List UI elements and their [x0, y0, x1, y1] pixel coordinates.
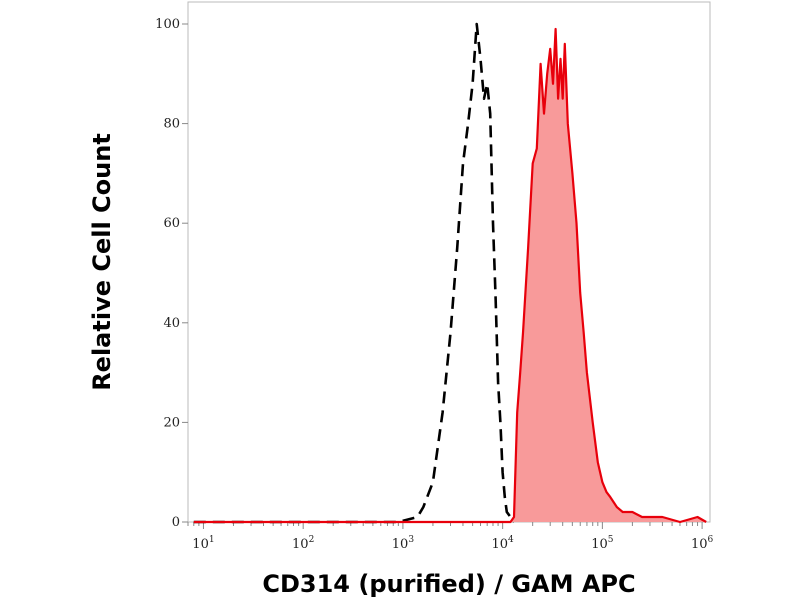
y-tick-label: 100: [155, 17, 180, 32]
x-tick-label: 101: [192, 535, 214, 552]
x-tick-label: 104: [492, 535, 515, 552]
stained-histogram-line: [193, 27, 707, 524]
stained-histogram-fill: [193, 29, 707, 522]
x-tick-label: 102: [292, 535, 314, 552]
x-axis-title: CD314 (purified) / GAM APC: [262, 570, 635, 598]
x-tick-label: 103: [392, 535, 415, 552]
control-histogram-line: [193, 22, 516, 524]
x-tick-label: 105: [591, 535, 614, 552]
y-tick-label: 60: [163, 216, 180, 231]
x-tick-label: 106: [691, 535, 714, 552]
y-tick-label: 0: [172, 515, 180, 530]
series-layer: [193, 22, 707, 524]
plot-frame: [187, 1, 711, 523]
x-axis: 101 102 103 104 105 106: [187, 521, 714, 552]
y-axis-title: Relative Cell Count: [88, 133, 116, 391]
y-tick-label: 40: [163, 316, 180, 331]
y-axis: 0 20 40 60 80 100: [155, 2, 189, 530]
y-tick-label: 20: [163, 415, 180, 430]
y-tick-label: 80: [163, 117, 180, 132]
